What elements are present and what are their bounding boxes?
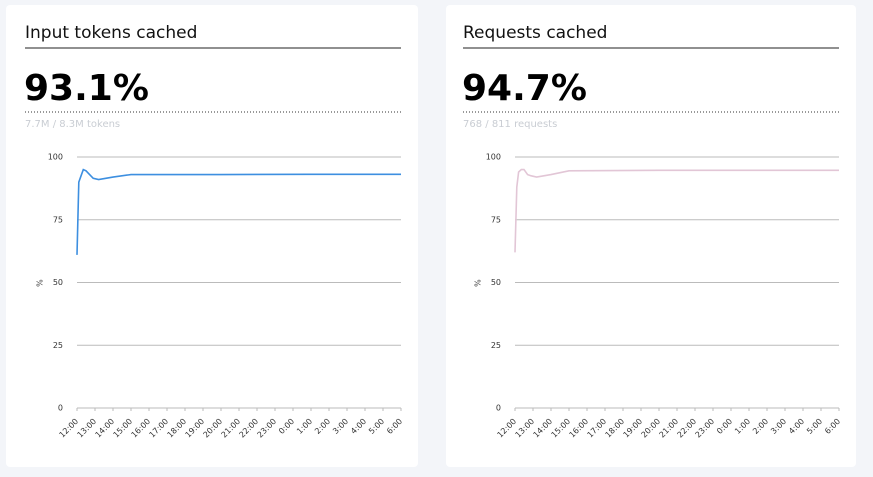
headline-value: 93.1% <box>24 68 149 109</box>
card <box>6 5 418 467</box>
y-tick-label: 0 <box>58 404 63 413</box>
card <box>446 5 856 467</box>
subtitle: 7.7M / 8.3M tokens <box>25 119 120 130</box>
y-tick-label: 50 <box>53 278 63 287</box>
card-content: Input tokens cached 93.1% 7.7M / 8.3M toke… <box>24 23 404 439</box>
y-tick-label: 100 <box>48 153 63 162</box>
y-tick-label: 75 <box>53 215 63 224</box>
y-axis-label: % <box>474 279 483 287</box>
card-title: Requests cached <box>463 23 607 43</box>
y-tick-label: 100 <box>486 153 501 162</box>
y-tick-label: 25 <box>491 341 501 350</box>
headline-value: 94.7% <box>462 68 587 109</box>
y-tick-label: 0 <box>496 404 501 413</box>
y-tick-label: 50 <box>491 278 501 287</box>
y-tick-label: 75 <box>491 215 501 224</box>
card-title: Input tokens cached <box>25 23 197 43</box>
data-line <box>76 168 401 255</box>
subtitle: 768 / 811 requests <box>463 119 557 130</box>
y-tick-label: 25 <box>53 341 63 350</box>
y-axis-label: % <box>36 279 45 287</box>
data-line <box>514 168 839 253</box>
